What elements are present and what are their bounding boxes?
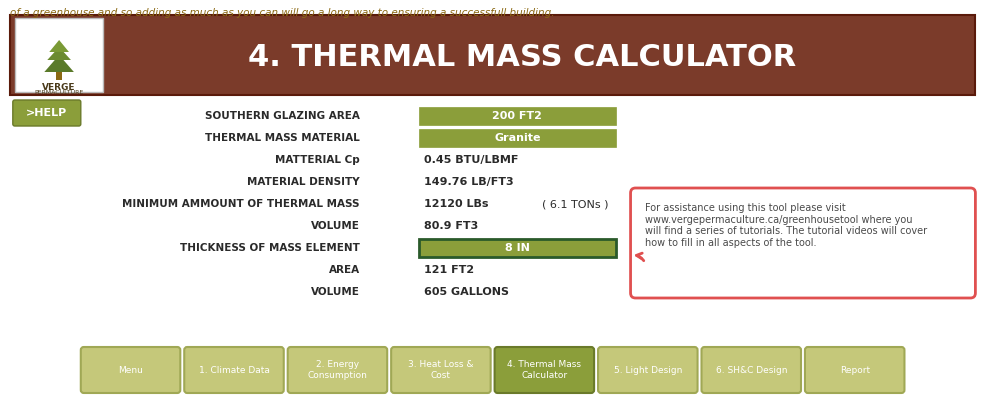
- Text: 80.9 FT3: 80.9 FT3: [424, 221, 478, 231]
- Text: THICKNESS OF MASS ELEMENT: THICKNESS OF MASS ELEMENT: [180, 243, 360, 253]
- FancyBboxPatch shape: [10, 15, 975, 95]
- FancyBboxPatch shape: [15, 18, 103, 92]
- Text: 0.45 BTU/LBMF: 0.45 BTU/LBMF: [424, 155, 518, 165]
- Text: 200 FT2: 200 FT2: [492, 111, 542, 121]
- FancyBboxPatch shape: [13, 100, 81, 126]
- FancyBboxPatch shape: [419, 107, 616, 125]
- Text: VOLUME: VOLUME: [311, 221, 360, 231]
- FancyBboxPatch shape: [701, 347, 801, 393]
- Text: VERGE: VERGE: [42, 83, 76, 92]
- Text: Report: Report: [840, 365, 870, 375]
- Polygon shape: [44, 55, 74, 72]
- FancyBboxPatch shape: [391, 347, 491, 393]
- Text: >HELP: >HELP: [26, 108, 67, 118]
- FancyBboxPatch shape: [805, 347, 904, 393]
- Text: MATTERIAL Cp: MATTERIAL Cp: [275, 155, 360, 165]
- Text: MATERIAL DENSITY: MATERIAL DENSITY: [247, 177, 360, 187]
- Text: 6. SH&C Design: 6. SH&C Design: [716, 365, 787, 375]
- FancyBboxPatch shape: [288, 347, 387, 393]
- Text: ( 6.1 TONs ): ( 6.1 TONs ): [542, 199, 608, 209]
- Text: Menu: Menu: [118, 365, 143, 375]
- Text: PERMACULTURE: PERMACULTURE: [34, 90, 84, 95]
- Polygon shape: [47, 47, 71, 60]
- Text: VOLUME: VOLUME: [311, 287, 360, 297]
- Text: 12120 LBs: 12120 LBs: [424, 199, 488, 209]
- Text: SOUTHERN GLAZING AREA: SOUTHERN GLAZING AREA: [205, 111, 360, 121]
- FancyBboxPatch shape: [495, 347, 594, 393]
- FancyBboxPatch shape: [56, 72, 62, 80]
- Text: 4. Thermal Mass
Calculator: 4. Thermal Mass Calculator: [507, 360, 581, 380]
- Text: For assistance using this tool please visit
www.vergepermaculture.ca/greenhouset: For assistance using this tool please vi…: [645, 203, 927, 248]
- Text: 2. Energy
Consumption: 2. Energy Consumption: [308, 360, 367, 380]
- FancyBboxPatch shape: [419, 239, 616, 257]
- Polygon shape: [49, 40, 69, 52]
- FancyBboxPatch shape: [184, 347, 284, 393]
- Text: MINIMUM AMMOUNT OF THERMAL MASS: MINIMUM AMMOUNT OF THERMAL MASS: [122, 199, 360, 209]
- Text: 3. Heat Loss &
Cost: 3. Heat Loss & Cost: [408, 360, 474, 380]
- Text: Granite: Granite: [494, 133, 541, 143]
- Text: THERMAL MASS MATERIAL: THERMAL MASS MATERIAL: [205, 133, 360, 143]
- Text: 149.76 LB/FT3: 149.76 LB/FT3: [424, 177, 513, 187]
- Text: 4. THERMAL MASS CALCULATOR: 4. THERMAL MASS CALCULATOR: [248, 42, 796, 72]
- Text: 121 FT2: 121 FT2: [424, 265, 474, 275]
- Text: AREA: AREA: [328, 265, 360, 275]
- FancyBboxPatch shape: [631, 188, 975, 298]
- Text: 605 GALLONS: 605 GALLONS: [424, 287, 509, 297]
- Text: of a greenhouse and so adding as much as you can will go a long way to ensuring : of a greenhouse and so adding as much as…: [10, 8, 554, 18]
- FancyBboxPatch shape: [598, 347, 698, 393]
- FancyBboxPatch shape: [419, 129, 616, 147]
- Text: 8 IN: 8 IN: [505, 243, 530, 253]
- Text: 5. Light Design: 5. Light Design: [614, 365, 682, 375]
- Text: 1. Climate Data: 1. Climate Data: [199, 365, 269, 375]
- FancyBboxPatch shape: [81, 347, 180, 393]
